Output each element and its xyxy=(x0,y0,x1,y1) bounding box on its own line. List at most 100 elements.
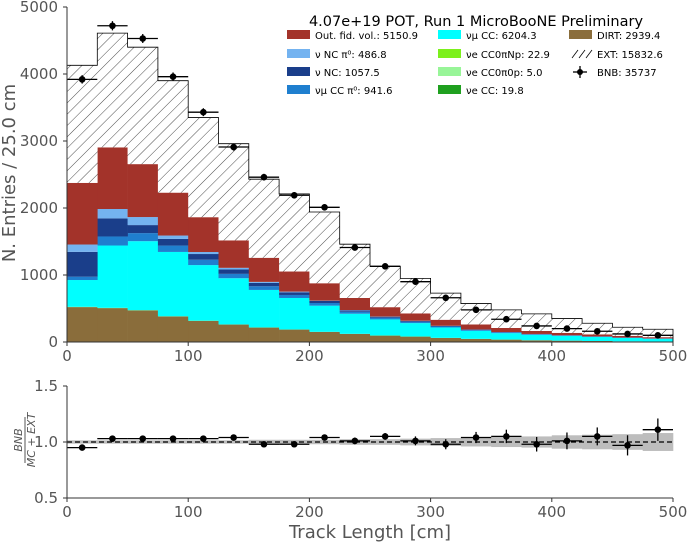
y-axis-label: N. Entries / 25.0 cm xyxy=(0,84,20,262)
bar xyxy=(157,251,189,317)
x-tick-label: 200 xyxy=(295,347,324,365)
series-6 xyxy=(67,218,674,339)
bar xyxy=(612,337,643,342)
ratio-point xyxy=(309,434,340,441)
series-1 xyxy=(67,307,522,340)
series-5 xyxy=(67,233,674,339)
x-tick-label: 400 xyxy=(537,347,566,365)
ratio-plot: 0.5 1.0 1.5 0 100 200 300 400 500 Track Length [… xyxy=(12,377,687,543)
bar xyxy=(127,233,159,242)
ratio-point xyxy=(339,437,370,445)
bar xyxy=(460,330,492,339)
ratio-point xyxy=(430,439,461,450)
data-point xyxy=(521,322,552,330)
ratio-y-tick-label: 1.5 xyxy=(34,377,58,395)
bar xyxy=(218,273,250,279)
bar xyxy=(279,292,310,295)
x-axis-label: Track Length [cm] xyxy=(288,522,451,543)
band-segment xyxy=(370,439,401,445)
data-point xyxy=(188,108,219,117)
bar xyxy=(551,332,583,336)
bar xyxy=(339,310,371,312)
legend-entry: DIRT: 2939.4 xyxy=(569,30,660,42)
legend: Out. fid. vol.: 5150.9 ν NC π⁰: 486.8 ν NC… xyxy=(287,30,663,97)
series-4 xyxy=(67,241,674,342)
bar xyxy=(97,308,128,342)
ratio-y-tick-label: 1.0 xyxy=(34,433,58,451)
bar xyxy=(582,334,613,337)
data-point xyxy=(97,21,128,31)
legend-label: Out. fid. vol.: 5150.9 xyxy=(315,31,418,42)
bar xyxy=(309,303,340,306)
bar xyxy=(400,336,431,342)
data-point xyxy=(279,191,310,199)
bar xyxy=(67,65,98,183)
bar xyxy=(188,320,219,342)
bar xyxy=(400,320,431,322)
stacked-histogram xyxy=(66,32,674,342)
bar xyxy=(430,326,462,328)
ratio-point xyxy=(460,431,492,444)
bar xyxy=(370,319,401,336)
bar xyxy=(67,280,98,307)
bar xyxy=(188,259,219,266)
ratio-data-points xyxy=(67,418,673,456)
bar xyxy=(188,117,219,218)
stack-outline xyxy=(66,32,674,342)
ratio-uncertainty-band xyxy=(67,433,674,451)
bar xyxy=(97,209,128,219)
bar xyxy=(157,316,189,342)
x-tick-label: 0 xyxy=(62,347,72,365)
data-point xyxy=(642,332,673,339)
legend-label: ν NC π⁰: 486.8 xyxy=(315,50,387,61)
bar xyxy=(339,333,371,342)
ratio-x-tick-label: 300 xyxy=(416,503,445,521)
main-plot: 0 1000 2000 3000 4000 5000 0 100 200 300 400 500 4.… xyxy=(0,0,687,365)
series-9 xyxy=(67,33,674,338)
bar xyxy=(521,340,553,342)
bar xyxy=(521,334,553,335)
bar xyxy=(218,324,250,342)
ratio-point xyxy=(67,444,98,451)
bar xyxy=(430,327,462,338)
bar xyxy=(279,329,310,342)
data-point xyxy=(370,262,401,270)
bar xyxy=(127,47,159,165)
bar xyxy=(157,80,189,193)
ratio-point xyxy=(551,432,583,450)
ratio-point xyxy=(491,429,522,444)
bar xyxy=(127,164,159,218)
legend-entry: νe CC0πNp: 22.9 xyxy=(438,49,550,61)
bar xyxy=(642,338,674,342)
bar xyxy=(188,254,219,260)
bar xyxy=(218,240,250,268)
legend-entry: ν NC π⁰: 486.8 xyxy=(287,49,387,61)
ratio-x-tick-label: 0 xyxy=(62,503,72,521)
chart-title: 4.07e+19 POT, Run 1 MicroBooNE Prelimina… xyxy=(309,14,644,30)
bar xyxy=(430,319,462,326)
legend-entry: ν NC: 1057.5 xyxy=(287,67,380,79)
series-7 xyxy=(67,209,674,339)
bar xyxy=(67,307,98,342)
bar xyxy=(491,327,522,333)
legend-label: ν NC: 1057.5 xyxy=(315,68,380,79)
legend-label: νe CC0π0p: 5.0 xyxy=(466,68,542,79)
bar xyxy=(97,147,128,210)
ratio-point xyxy=(97,435,128,442)
series-3 xyxy=(67,306,553,341)
data-point xyxy=(157,72,189,81)
bar xyxy=(218,143,250,241)
bar xyxy=(97,245,128,308)
data-point xyxy=(400,278,431,286)
data-point xyxy=(67,75,98,84)
legend-entry: νμ CC: 6204.3 xyxy=(438,30,537,42)
legend-entry: Out. fid. vol.: 5150.9 xyxy=(287,30,418,42)
legend-entry: νμ CC π⁰: 941.6 xyxy=(287,85,392,97)
bar xyxy=(67,244,98,252)
series-0 xyxy=(67,307,674,342)
ratio-point xyxy=(157,435,189,442)
data-point xyxy=(582,327,613,335)
bar xyxy=(248,289,280,328)
ratio-point xyxy=(642,418,673,441)
bar xyxy=(521,313,553,331)
